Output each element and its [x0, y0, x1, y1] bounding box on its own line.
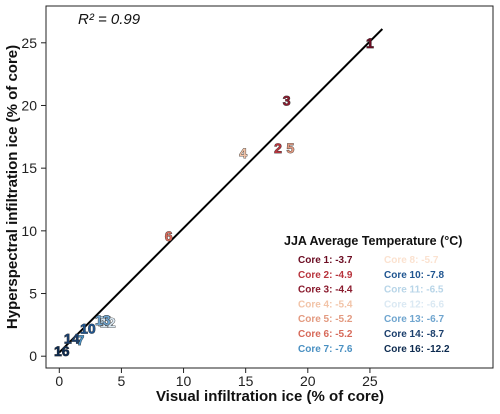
- legend-item: Core 12: -6.6: [384, 299, 444, 310]
- data-point-core-8: 8: [103, 312, 111, 328]
- y-tick-label: 15: [21, 160, 37, 176]
- data-point-core-12: 12: [100, 314, 116, 330]
- x-tick-label: 25: [362, 373, 378, 389]
- legend-item: Core 6: -5.2: [298, 329, 353, 340]
- x-axis: 0 5 10 15 20 25: [55, 368, 378, 389]
- y-tick-label: 20: [21, 97, 37, 113]
- x-tick-label: 15: [238, 373, 254, 389]
- data-point-core-14: 14: [64, 331, 80, 347]
- y-tick-label: 0: [29, 348, 37, 364]
- data-point-core-11: 11: [98, 313, 113, 329]
- data-point-core-2: 2: [274, 140, 282, 156]
- legend-item: Core 8: -5.7: [384, 255, 439, 266]
- data-point-core-6: 6: [165, 228, 173, 244]
- data-point-core-10: 10: [80, 321, 96, 337]
- legend-item: Core 16: -12.2: [384, 344, 450, 355]
- y-axis-title: Hyperspectral infiltration ice (% of cor…: [4, 45, 21, 329]
- legend-item: Core 7: -7.6: [298, 344, 353, 355]
- data-point-core-7: 7: [77, 332, 85, 348]
- legend-item: Core 3: -4.4: [298, 285, 353, 296]
- y-tick-label: 25: [21, 35, 37, 51]
- x-tick-label: 5: [118, 373, 126, 389]
- plot-frame: [45, 5, 494, 369]
- data-point-core-16: 16: [54, 343, 70, 359]
- fit-line: [58, 28, 384, 354]
- x-axis-title: Visual infiltration ice (% of core): [156, 388, 384, 405]
- data-point-core-13: 13: [95, 312, 111, 328]
- legend-item: Core 13: -6.7: [384, 314, 444, 325]
- legend-item: Core 4: -5.4: [298, 299, 353, 310]
- data-point-core-1: 1: [366, 35, 374, 51]
- legend: Core 1: -3.7 Core 8: -5.7 Core 2: -4.9 Core…: [298, 255, 450, 355]
- legend-item: Core 1: -3.7: [298, 255, 353, 266]
- legend-item: Core 11: -6.5: [384, 285, 444, 296]
- legend-item: Core 2: -4.9: [298, 270, 353, 281]
- legend-item: Core 5: -5.2: [298, 314, 353, 325]
- legend-title: JJA Average Temperature (°C): [284, 234, 462, 248]
- y-axis: 0 5 10 15 20 25: [21, 35, 46, 364]
- x-tick-label: 10: [176, 373, 192, 389]
- x-tick-label: 20: [300, 373, 316, 389]
- r-squared-annotation: R² = 0.99: [78, 11, 141, 28]
- legend-item: Core 10: -7.8: [384, 270, 444, 281]
- data-point-core-5: 5: [287, 140, 295, 156]
- y-tick-label: 10: [21, 223, 37, 239]
- legend-item: Core 14: -8.7: [384, 329, 444, 340]
- y-tick-label: 5: [29, 286, 37, 302]
- x-tick-label: 0: [55, 373, 63, 389]
- data-point-core-3: 3: [283, 92, 291, 108]
- data-point-core-4: 4: [239, 145, 247, 161]
